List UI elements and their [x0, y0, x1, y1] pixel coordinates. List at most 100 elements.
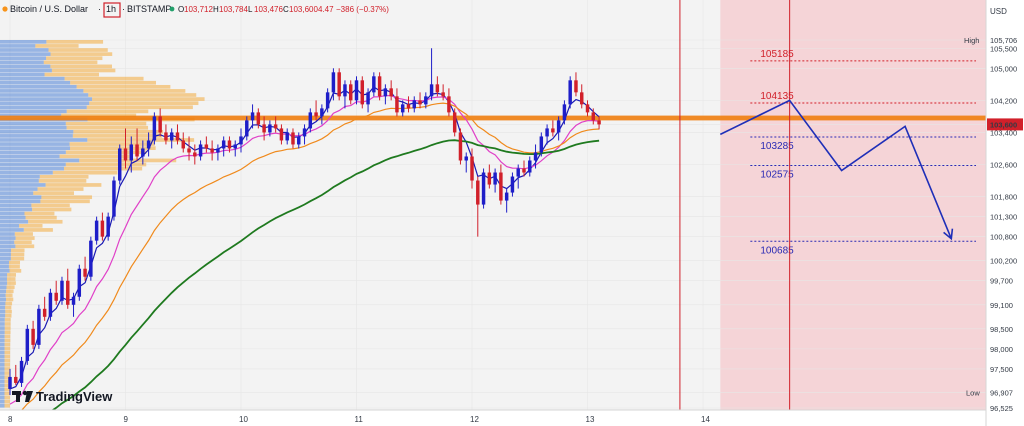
candle-body	[262, 124, 266, 133]
symbol-name[interactable]: Bitcoin / U.S. Dollar	[10, 4, 88, 14]
profile-bar-buy	[0, 309, 6, 314]
profile-bar-sell	[50, 52, 113, 56]
candle-body	[591, 112, 596, 121]
candle	[123, 128, 128, 169]
profile-bar-buy	[0, 97, 93, 101]
profile-bar-sell	[87, 138, 195, 142]
profile-bar-sell	[70, 146, 156, 150]
candle	[100, 212, 105, 241]
candle	[250, 104, 255, 129]
candle	[551, 120, 555, 137]
candle-body	[187, 148, 191, 153]
price-axis[interactable]	[986, 0, 1024, 426]
candle	[239, 128, 243, 153]
forecast-zone	[720, 0, 986, 410]
candle	[516, 164, 520, 189]
candle	[504, 188, 509, 213]
profile-bar-sell	[8, 264, 20, 269]
candle-body	[383, 88, 388, 97]
candle-body	[83, 268, 87, 277]
candle-body	[435, 84, 440, 93]
profile-bar-buy	[0, 195, 42, 200]
profile-bar-buy	[0, 170, 53, 175]
profile-bar-buy	[0, 138, 88, 142]
candle-body	[308, 112, 313, 129]
candle	[389, 80, 393, 101]
candle-body	[354, 80, 359, 101]
candle	[510, 172, 515, 197]
candle	[331, 68, 336, 101]
candle-body	[343, 84, 347, 97]
profile-bar-buy	[0, 174, 40, 179]
candle	[429, 48, 434, 101]
candle-body	[141, 148, 145, 157]
profile-bar-sell	[10, 256, 25, 261]
profile-bar-sell	[4, 358, 11, 363]
candle	[556, 116, 561, 141]
profile-bar-sell	[4, 354, 11, 359]
profile-bar-sell	[4, 342, 11, 347]
profile-bar-buy	[0, 346, 5, 351]
profile-bar-sell	[9, 268, 22, 273]
candle	[464, 152, 468, 173]
profile-bar-sell	[25, 215, 57, 220]
profile-bar-sell	[19, 224, 43, 228]
candle-body	[239, 136, 243, 145]
candle	[198, 140, 203, 161]
profile-bar-buy	[0, 289, 7, 294]
ema-green-line	[26, 139, 600, 426]
profile-bar-buy	[0, 285, 7, 290]
time-axis[interactable]	[0, 410, 986, 426]
price-tick-label: 105,500	[990, 44, 1017, 53]
candle-body	[551, 128, 555, 133]
interval-label[interactable]: 1h	[106, 4, 116, 14]
candle	[42, 296, 47, 321]
profile-bar-buy	[0, 191, 34, 195]
profile-bar-buy	[0, 80, 71, 85]
candle	[117, 144, 122, 185]
interval-box[interactable]	[103, 2, 121, 18]
profile-bar-sell	[4, 383, 11, 388]
currency-label[interactable]: USD	[990, 7, 1007, 16]
separator-dot-2: ·	[122, 4, 125, 14]
candle	[568, 76, 572, 109]
profile-bar-sell	[38, 179, 87, 183]
profile-bar-buy	[0, 268, 10, 273]
profile-bar-buy	[0, 52, 51, 56]
profile-bar-sell	[65, 150, 147, 155]
price-tick-label: 102,600	[990, 160, 1017, 169]
candle	[308, 108, 313, 133]
candle-body	[556, 120, 561, 133]
candle-body	[227, 140, 232, 149]
profile-bar-buy	[0, 232, 15, 236]
candle-body	[60, 280, 64, 301]
profile-bar-sell	[59, 154, 133, 159]
candle	[245, 116, 249, 141]
time-tick-label: 10	[239, 415, 248, 424]
profile-bar-sell	[86, 105, 193, 110]
market-status-icon	[169, 6, 175, 12]
profile-bar-sell	[4, 367, 11, 371]
candle	[349, 80, 353, 105]
profile-bar-buy	[0, 391, 5, 396]
last-price-tag[interactable]	[987, 118, 1023, 131]
candle-body	[516, 168, 520, 177]
bitcoin-icon	[2, 6, 8, 12]
candle-body	[297, 136, 301, 145]
candle-body	[528, 160, 532, 173]
last-price-label: 103,600	[990, 120, 1017, 129]
candle	[48, 288, 53, 321]
time-tick-label: 14	[701, 415, 710, 424]
brand-name: TradingView	[36, 389, 113, 404]
candle-body	[89, 240, 93, 277]
profile-bar-sell	[4, 330, 11, 334]
candle-body	[94, 220, 99, 241]
profile-bar-sell	[15, 244, 35, 249]
projection-path[interactable]	[719, 99, 953, 240]
candle	[89, 236, 93, 281]
profile-bar-sell	[9, 260, 21, 265]
profile-bar-sell	[4, 346, 11, 351]
candle-body	[8, 376, 12, 389]
